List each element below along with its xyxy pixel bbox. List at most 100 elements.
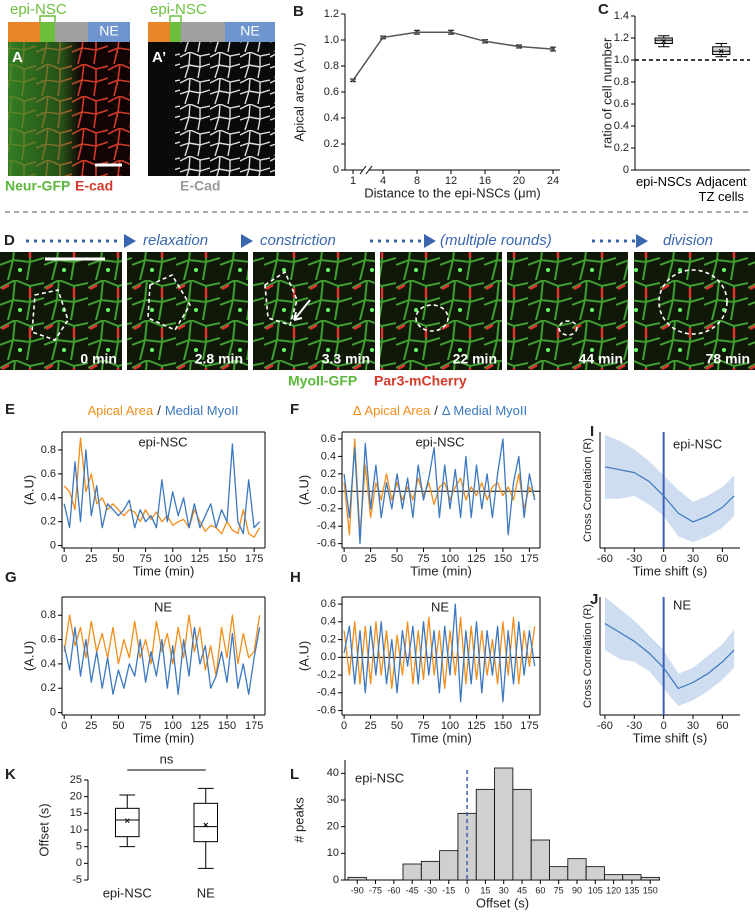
time-label: 3.3 min	[322, 351, 370, 367]
frames	[0, 252, 755, 370]
x-tick-label: -60	[597, 553, 613, 565]
panel-label: J	[590, 591, 598, 608]
y-axis-label: (A.U)	[21, 475, 36, 505]
step-label: (multiple rounds)	[440, 232, 552, 249]
bar	[402, 863, 422, 881]
y-tick-label: 0.6	[321, 433, 336, 445]
x-tick-label: 50	[112, 553, 124, 565]
y-tick-label: 0.2	[614, 142, 629, 154]
y-tick-label: 5	[76, 841, 82, 853]
x-tick-label: 12	[445, 175, 457, 187]
y-axis-label: Offset (s)	[36, 803, 51, 856]
bar	[549, 866, 569, 881]
zone-bar	[170, 22, 181, 42]
x-tick-label: 4	[380, 175, 386, 187]
x-tick-label: 60	[716, 720, 728, 732]
zone-label: NE	[99, 23, 118, 39]
x-tick-label: 125	[467, 553, 485, 565]
panel-label: A	[12, 49, 23, 66]
y-tick-label: 0.0	[321, 485, 336, 497]
x-tick-label: 0	[61, 720, 67, 732]
band	[604, 597, 735, 707]
x-tick-label: 60	[716, 553, 728, 565]
y-tick-label: 0.4	[321, 616, 336, 628]
inner-label: NE	[431, 599, 449, 614]
time-label: 2.8 min	[195, 351, 243, 367]
panel-a: epi-NSC NE A Neur-GFP E-cad	[5, 1, 130, 194]
zone-header: epi-NSC	[150, 1, 207, 18]
x-tick-label: 90	[572, 885, 582, 895]
x-tick-label: 20	[513, 175, 525, 187]
y-axis-label: ratio of cell number	[599, 37, 614, 148]
x-tick-label: -75	[369, 885, 382, 895]
y-tick-label: 1.0	[324, 34, 339, 46]
x-axis-label: Distance to the epi-NSCs (μm)	[364, 185, 541, 200]
line	[352, 31, 554, 81]
y-tick-label: 0.6	[614, 98, 629, 110]
x-tick-label: 8	[414, 175, 420, 187]
x-tick-label: 30	[687, 720, 699, 732]
step-label: relaxation	[143, 232, 208, 249]
x-tick-label: 135	[624, 885, 639, 895]
bar	[604, 874, 624, 881]
x-tick-label: 125	[467, 720, 485, 732]
y-tick-label: 15	[70, 807, 82, 819]
zone-bar	[181, 22, 225, 42]
x-tick-label: 25	[364, 553, 376, 565]
mean	[718, 48, 724, 54]
stain-label: E-cad	[75, 178, 113, 194]
y-tick-label: 0.2	[41, 682, 56, 694]
inner-label: epi-NSC	[415, 434, 464, 449]
x-tick-label: NE	[197, 885, 215, 900]
x-tick-label: 100	[441, 720, 459, 732]
time-label: 78 min	[706, 351, 750, 367]
y-tick-label: 0.4	[324, 112, 339, 124]
bar	[512, 788, 532, 881]
x-tick-label: 150	[218, 720, 236, 732]
legend-entry: Δ Apical Area	[353, 403, 431, 418]
y-tick-label: 0	[333, 164, 339, 176]
x-axis-label: Time shift (s)	[633, 563, 708, 578]
point	[517, 44, 521, 49]
x-tick-label: 150	[643, 885, 658, 895]
time-label: 44 min	[579, 351, 623, 367]
x-axis-label: Time shift (s)	[633, 730, 708, 745]
point	[483, 39, 487, 44]
y-tick-label: 0.8	[324, 60, 339, 72]
x-tick-label: 0	[661, 553, 667, 565]
panel-label: B	[293, 3, 304, 20]
y-tick-label: 0	[333, 874, 339, 886]
y-axis-label: (A.U)	[296, 641, 311, 671]
y-tick-label: 0	[50, 540, 56, 552]
legend-entry: Apical Area	[87, 403, 154, 418]
x-tick-label: 75	[139, 720, 151, 732]
y-tick-label: 0.4	[41, 658, 56, 670]
y-tick-label: 0.6	[324, 86, 339, 98]
line	[63, 626, 261, 695]
y-tick-label: 0.6	[321, 598, 336, 610]
x-tick-label: 105	[588, 885, 603, 895]
x-axis-label: Time (min)	[133, 563, 195, 578]
y-tick-label: 1.2	[324, 8, 339, 20]
y-tick-label: 0.2	[324, 138, 339, 150]
x-tick-label: 0	[661, 720, 667, 732]
x-tick-label: 100	[164, 553, 182, 565]
arrow-head	[124, 234, 648, 248]
x-tick-label: 15	[480, 885, 490, 895]
bar	[567, 858, 587, 881]
mean	[124, 818, 130, 824]
legend-separator: /	[434, 403, 438, 418]
y-tick-label: -0.4	[317, 520, 336, 532]
panel-label: L	[290, 766, 299, 783]
y-tick-label: -0.4	[317, 687, 336, 699]
y-tick-label: 0.8	[41, 444, 56, 456]
x-tick-label: 0	[341, 720, 347, 732]
mean	[203, 822, 209, 828]
arrow	[293, 299, 311, 321]
x-tick-label: 30	[687, 553, 699, 565]
x-tick-label: -30	[424, 885, 437, 895]
x-tick-label: 175	[520, 553, 538, 565]
panel-label: H	[290, 569, 301, 586]
line	[343, 603, 536, 703]
